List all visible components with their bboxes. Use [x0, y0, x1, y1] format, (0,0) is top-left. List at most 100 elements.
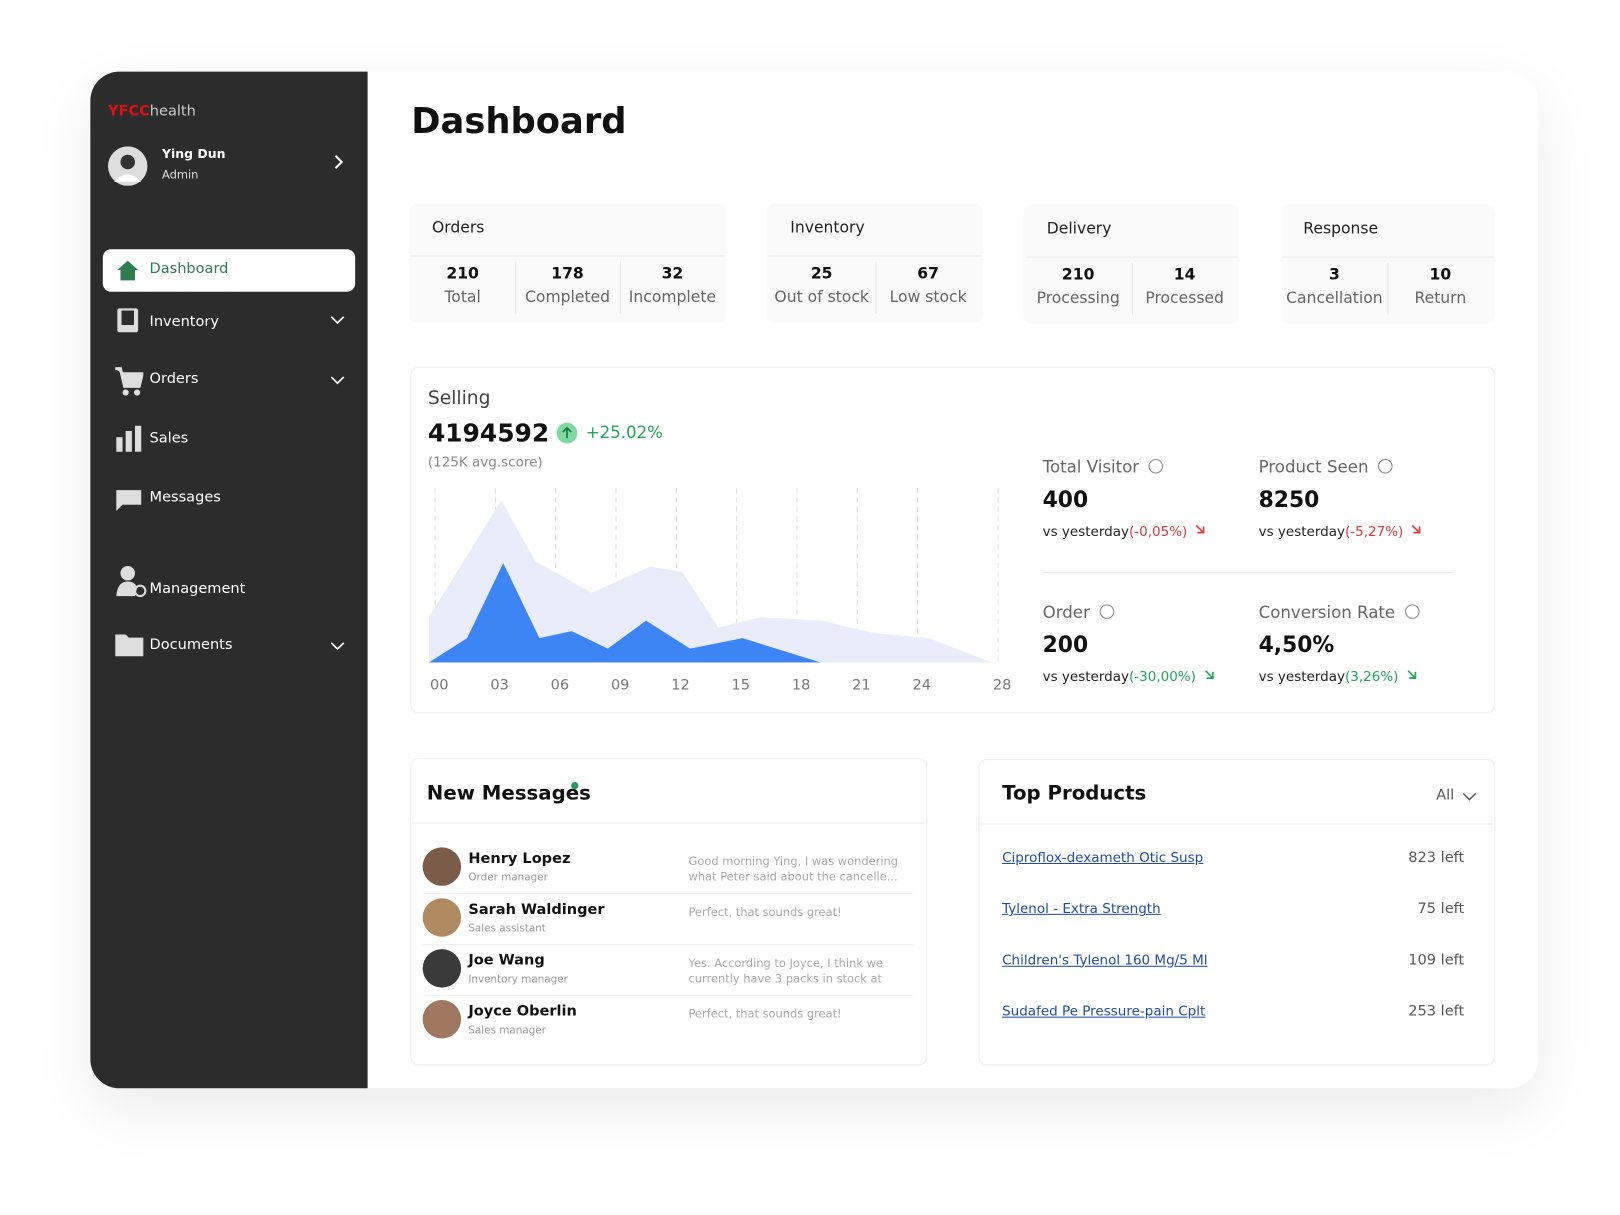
stat-label: Processed — [1145, 288, 1224, 308]
user-chevron[interactable] — [330, 154, 347, 171]
trend-arrow — [1407, 670, 1416, 679]
nav-chevrons — [330, 316, 345, 651]
stat-label: Incomplete — [628, 287, 717, 307]
x-tick-label: 09 — [611, 678, 629, 694]
nav-item[interactable]: Sales — [149, 429, 189, 447]
stat-divider — [619, 261, 621, 314]
metric-change: (-0,05%) — [1129, 524, 1188, 540]
x-tick-label: 15 — [732, 678, 750, 694]
nav-active[interactable] — [102, 249, 356, 292]
new-dot — [571, 781, 579, 790]
selling-title: Selling — [427, 387, 491, 410]
avatar[interactable] — [422, 1000, 462, 1039]
info-icon[interactable] — [1099, 604, 1114, 619]
product-link[interactable]: Children's Tylenol 160 Mg/5 Ml — [1002, 952, 1208, 969]
sidebar — [90, 71, 368, 1089]
stat-title: Response — [1303, 219, 1379, 238]
brand-mark: YFCC — [107, 102, 150, 120]
page-title: Dashboard — [411, 100, 627, 143]
products-filter[interactable]: All — [1436, 787, 1455, 804]
metric-vs: vs yesterday(3,26%) — [1259, 669, 1420, 685]
stat-header — [410, 204, 725, 257]
info-icon[interactable] — [1148, 458, 1164, 474]
stat-divider — [1131, 262, 1133, 315]
selling-chart: 00 03 06 09 12 15 18 21 24 28 — [428, 488, 1011, 694]
metric-label: Total Visitor — [1043, 457, 1164, 477]
metric-change: (-5,27%) — [1345, 524, 1404, 540]
message-preview: Good morning Ying, I was wondering what … — [688, 854, 898, 884]
metric-label: Product Seen — [1259, 457, 1393, 477]
product-stock: 823 left — [1408, 849, 1465, 867]
sender-role: Sales manager — [468, 1024, 546, 1037]
filter-chevron[interactable] — [1461, 789, 1478, 804]
metric-value: 8250 — [1258, 487, 1320, 512]
x-tick-label: 18 — [792, 678, 810, 694]
metric-value: 400 — [1042, 487, 1089, 512]
metric-vs: vs yesterday(-30,00%) — [1043, 669, 1217, 686]
stat-value: 210 — [446, 263, 479, 283]
product-stock: 75 left — [1417, 900, 1465, 918]
metric-change: (-30,00%) — [1129, 669, 1196, 686]
stat-card — [768, 203, 982, 321]
message-preview: Perfect, that sounds great! — [688, 1007, 842, 1021]
products-title: Top Products — [1002, 781, 1147, 805]
stat-label: Completed — [525, 287, 610, 307]
area — [428, 563, 821, 663]
messages-panel — [410, 758, 928, 1066]
metric-label: Order — [1043, 602, 1114, 622]
stat-title: Orders — [431, 218, 485, 237]
brand-rest: health — [149, 102, 196, 120]
divider — [422, 943, 913, 945]
x-tick-label: 28 — [993, 678, 1011, 694]
product-link[interactable]: Ciproflox-dexameth Otic Susp — [1002, 850, 1204, 867]
avatar[interactable] — [422, 898, 462, 937]
info-icon[interactable] — [1404, 604, 1420, 619]
avatar[interactable] — [422, 847, 462, 886]
stat-card — [410, 203, 725, 321]
product-link[interactable]: Sudafed Pe Pressure-pain Cplt — [1002, 1004, 1206, 1020]
stat-value: 10 — [1429, 264, 1452, 284]
stat-divider — [1387, 262, 1389, 315]
nav-item[interactable]: Management — [149, 580, 246, 598]
stat-title: Delivery — [1046, 219, 1112, 238]
product-stock: 253 left — [1408, 1003, 1465, 1020]
trend-arrow — [1196, 524, 1205, 534]
avatar[interactable] — [422, 949, 462, 988]
info-icon[interactable] — [1377, 458, 1393, 474]
nav-item[interactable]: Documents — [149, 636, 233, 654]
stat-label: Return — [1414, 288, 1467, 308]
icon-home — [117, 260, 139, 281]
selling-note: (125K avg.score) — [427, 454, 543, 471]
nav-item[interactable]: Dashboard — [149, 260, 229, 278]
stat-value: 3 — [1329, 264, 1340, 284]
metric-value: 4,50% — [1258, 632, 1335, 658]
sender-name: Henry Lopez — [468, 850, 571, 868]
icon-management — [116, 565, 147, 598]
selling-change: +25.02% — [585, 422, 663, 443]
sender-role: Sales assistant — [468, 923, 546, 935]
icon-sales — [116, 425, 142, 452]
stat-header — [1024, 205, 1238, 258]
divider — [1042, 572, 1453, 574]
nav-item[interactable]: Messages — [149, 489, 221, 506]
product-link[interactable]: Tylenol - Extra Strength — [1002, 901, 1161, 918]
metric-label: Conversion Rate — [1259, 602, 1420, 622]
user-name: Ying Dun — [161, 146, 226, 161]
stat-value: 25 — [810, 263, 833, 283]
x-tick-label: 24 — [912, 678, 930, 694]
stat-label: Out of stock — [774, 287, 869, 307]
message-preview: Perfect, that sounds great! — [688, 905, 842, 920]
nav-item[interactable]: Orders — [149, 370, 199, 388]
messages-title: New Messages — [426, 781, 591, 805]
user-avatar[interactable] — [107, 146, 148, 186]
nav-item[interactable]: Inventory — [149, 313, 219, 331]
stat-value: 32 — [661, 263, 684, 283]
sender-name: Joyce Oberlin — [468, 1003, 577, 1020]
product-stock: 109 left — [1408, 951, 1465, 969]
icon-inventory — [117, 308, 139, 333]
sender-role: Inventory manager — [468, 974, 568, 986]
stat-divider — [515, 261, 517, 314]
up-icon — [556, 422, 578, 444]
metric-vs: vs yesterday(-5,27%) — [1259, 523, 1424, 540]
